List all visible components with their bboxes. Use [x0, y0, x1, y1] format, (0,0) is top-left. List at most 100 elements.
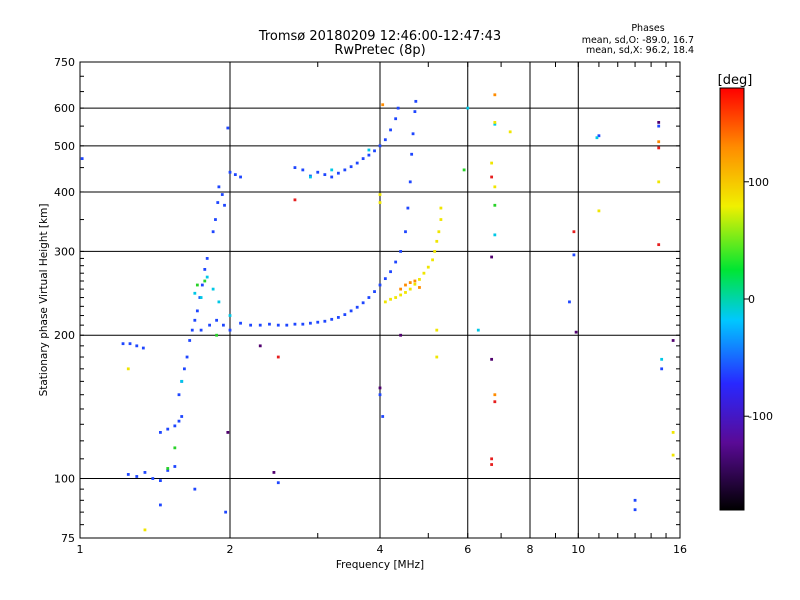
data-point — [188, 339, 192, 342]
data-point — [431, 258, 434, 262]
data-point — [159, 431, 162, 434]
data-point — [389, 128, 392, 132]
colorbar-gradient — [719, 87, 745, 511]
data-point — [135, 344, 139, 348]
data-point — [394, 117, 398, 121]
data-point — [367, 148, 371, 152]
data-point — [203, 268, 207, 271]
x-tick-label: 1 — [77, 543, 84, 556]
data-point — [336, 171, 340, 175]
data-point — [180, 379, 184, 383]
data-point — [226, 431, 230, 434]
data-point — [143, 471, 147, 474]
y-tick-label: 200 — [54, 329, 75, 342]
data-point — [223, 203, 226, 207]
data-point — [349, 309, 353, 313]
data-point — [466, 106, 470, 110]
data-point — [671, 339, 675, 342]
data-point — [383, 277, 387, 281]
data-point — [285, 323, 289, 327]
data-point — [597, 134, 601, 138]
data-point — [323, 173, 327, 177]
data-point — [389, 297, 392, 301]
data-point — [410, 152, 414, 156]
data-point — [166, 469, 170, 472]
data-point — [293, 198, 297, 202]
data-point — [367, 153, 371, 157]
data-point — [258, 344, 262, 348]
data-point — [239, 321, 242, 325]
data-point — [378, 283, 382, 287]
data-point — [493, 400, 497, 404]
data-point — [657, 243, 661, 247]
info-o-mode: mean, sd,O: -89.0, 16.7 — [582, 35, 694, 46]
data-point — [399, 287, 403, 291]
data-point — [228, 328, 232, 332]
data-point — [660, 367, 664, 371]
data-point — [418, 286, 421, 289]
data-point — [411, 132, 415, 136]
data-point — [200, 283, 204, 287]
x-tick-label: 6 — [464, 543, 471, 556]
data-point — [435, 355, 439, 359]
data-point — [239, 175, 242, 179]
data-point — [217, 185, 221, 189]
data-point — [226, 126, 230, 130]
x-axis-ticks: 1 2 4 6 8 10 16 — [77, 62, 687, 556]
info-heading: Phases — [631, 23, 664, 34]
data-point — [493, 120, 497, 124]
data-point — [336, 316, 340, 319]
data-point — [404, 291, 407, 294]
data-point — [490, 463, 494, 466]
data-point — [121, 342, 125, 346]
y-axis-ticks: 75 100 200 300 400 500 600 750 — [54, 56, 680, 545]
y-tick-label: 100 — [54, 473, 75, 486]
data-point — [657, 124, 661, 128]
data-point — [378, 193, 382, 196]
data-point — [190, 328, 194, 332]
data-point — [373, 290, 376, 294]
data-point — [323, 319, 327, 323]
data-point — [193, 291, 197, 295]
data-point — [185, 355, 189, 359]
data-point — [493, 393, 497, 397]
data-point — [128, 342, 132, 346]
y-tick-label: 750 — [54, 56, 75, 69]
y-axis-label: Stationary phase Virtual Height [km] — [38, 204, 50, 397]
data-point — [493, 93, 497, 97]
data-point — [293, 322, 297, 326]
phase-colorbar: [deg] 100 0 -100 — [718, 73, 773, 511]
data-point — [224, 510, 228, 514]
data-point — [378, 144, 382, 148]
data-point — [671, 453, 675, 457]
data-point — [199, 296, 203, 299]
data-point — [301, 322, 305, 326]
data-point — [276, 355, 280, 359]
data-point — [228, 170, 232, 174]
data-point — [141, 346, 145, 350]
data-point — [258, 323, 262, 327]
y-tick-label: 600 — [54, 102, 75, 115]
data-point — [404, 230, 407, 234]
data-point — [203, 279, 207, 283]
data-point — [435, 239, 439, 243]
data-point — [378, 386, 382, 390]
info-x-mode: mean, sd,X: 96.2, 18.4 — [586, 45, 694, 56]
data-point — [193, 487, 197, 491]
data-point — [268, 322, 271, 326]
data-point — [493, 122, 497, 126]
data-point — [383, 138, 387, 142]
data-point — [216, 201, 220, 204]
data-point — [177, 419, 181, 423]
data-point — [413, 282, 417, 286]
data-point — [413, 279, 417, 283]
data-point — [490, 161, 494, 165]
data-point — [301, 168, 305, 172]
colorbar-tick-label: -100 — [748, 410, 773, 423]
data-point — [173, 424, 177, 428]
data-point — [193, 318, 197, 322]
data-point — [462, 168, 466, 172]
data-point — [399, 333, 403, 337]
data-point — [508, 130, 512, 134]
data-point — [135, 475, 139, 478]
